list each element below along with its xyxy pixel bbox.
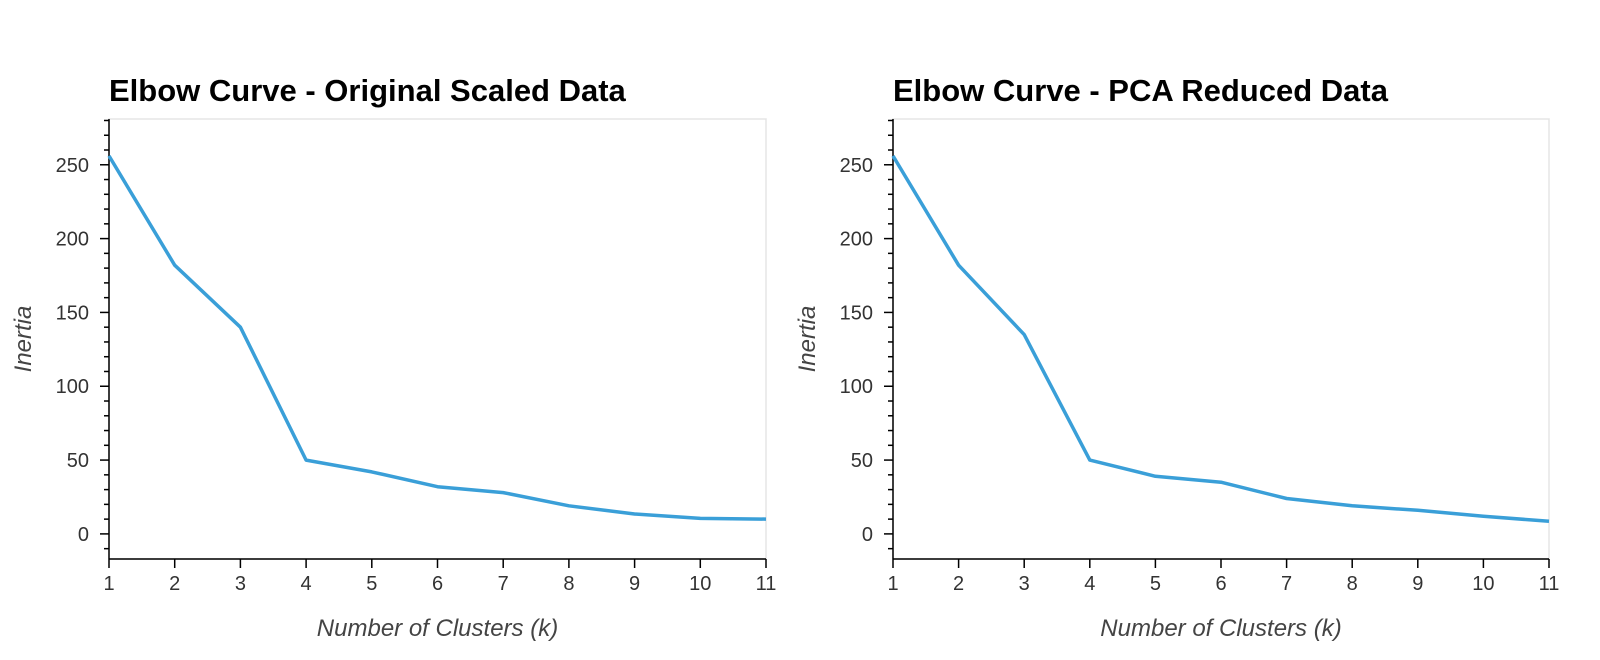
x-axis-label: Number of Clusters (k)	[317, 615, 558, 642]
x-tick-label: 3	[1019, 573, 1030, 595]
y-tick-label: 50	[67, 450, 89, 472]
x-tick-label: 5	[366, 573, 377, 595]
y-tick-label: 150	[840, 302, 873, 324]
series-line	[891, 154, 1550, 524]
x-tick-label: 4	[301, 573, 312, 595]
y-tick-label: 0	[862, 524, 873, 546]
x-tick-label: 1	[103, 573, 114, 595]
y-tick-label: 250	[840, 155, 873, 177]
x-axis-label: Number of Clusters (k)	[1100, 615, 1341, 642]
y-axis-label: Inertia	[10, 306, 37, 373]
x-tick-label: 6	[1215, 573, 1226, 595]
x-tick-label: 2	[169, 573, 180, 595]
chart-title: Elbow Curve - Original Scaled Data	[109, 73, 627, 108]
y-tick-label: 100	[840, 376, 873, 398]
x-tick-label: 10	[1472, 573, 1494, 595]
x-tick-label: 8	[1347, 573, 1358, 595]
x-tick-label: 7	[498, 573, 509, 595]
x-tick-label: 6	[432, 573, 443, 595]
plot-frame	[892, 118, 1550, 560]
y-tick-label: 200	[840, 229, 873, 251]
chart-original-scaled: 0 50 100 150 200 250 1 2 3 4 5 6 7 8 9 10 11 Elbow Curve …	[10, 73, 776, 642]
x-tick-label: 9	[1412, 573, 1423, 595]
x-tick-label: 7	[1281, 573, 1292, 595]
x-tick-label: 8	[563, 573, 574, 595]
x-tick-label: 4	[1084, 573, 1095, 595]
plot-frame	[108, 118, 767, 560]
chart-pca-reduced: 0 50 100 150 200 250 1 2 3 4 5 6 7 8 9 10 11 Elbow Curve …	[794, 73, 1559, 642]
y-tick-label: 250	[56, 155, 89, 177]
x-tick-label: 11	[1539, 573, 1560, 595]
y-tick-label: 150	[56, 302, 89, 324]
y-tick-label: 50	[851, 450, 873, 472]
x-tick-label: 2	[953, 573, 964, 595]
chart-title: Elbow Curve - PCA Reduced Data	[893, 73, 1389, 108]
x-tick-label: 5	[1150, 573, 1161, 595]
series-line	[107, 154, 767, 521]
y-tick-label: 100	[56, 376, 89, 398]
x-tick-label: 3	[235, 573, 246, 595]
x-tick-label: 9	[629, 573, 640, 595]
x-tick-label: 1	[887, 573, 898, 595]
x-tick-label: 11	[756, 573, 777, 595]
x-tick-label: 10	[689, 573, 711, 595]
y-tick-label: 200	[56, 229, 89, 251]
y-tick-label: 0	[78, 524, 89, 546]
y-axis-label: Inertia	[794, 306, 821, 373]
